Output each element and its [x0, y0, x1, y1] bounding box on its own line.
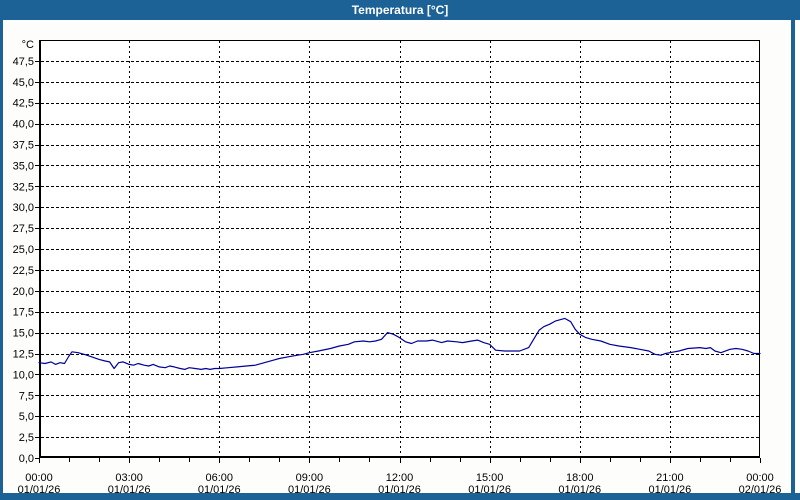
y-axis-label: 45,0 — [13, 77, 34, 89]
x-axis-time-label: 09:00 — [296, 472, 324, 484]
chart-content-area: 0,0 2,5 5,0 7,5 10,0 12,5 15,0 17,5 20,0 22,5 25,0… — [0, 20, 800, 500]
temperature-series-line — [38, 317, 761, 370]
x-axis-time-label: 12:00 — [386, 472, 414, 484]
window-border-left — [0, 20, 3, 493]
x-axis-time-label: 03:00 — [115, 472, 143, 484]
window-titlebar: Temperatura [°C] — [0, 0, 800, 20]
x-axis-time-label: 18:00 — [566, 472, 594, 484]
y-axis-label: 17,5 — [13, 307, 34, 319]
y-axis-label: 40,0 — [13, 119, 34, 131]
x-axis-time-label: 00:00 — [25, 472, 53, 484]
window-border-bottom — [0, 493, 800, 500]
y-axis-label: 12,5 — [13, 349, 34, 361]
y-axis-label: 42,5 — [13, 98, 34, 110]
y-axis-label: 7,5 — [19, 390, 34, 402]
y-axis-label: 25,0 — [13, 244, 34, 256]
x-axis-time-label: 21:00 — [656, 472, 684, 484]
y-axis-label: 0,0 — [19, 453, 34, 465]
window-title: Temperatura [°C] — [351, 3, 449, 17]
window-border-right — [791, 20, 795, 493]
y-axis-label: 35,0 — [13, 160, 34, 172]
y-axis-label: 2,5 — [19, 432, 34, 444]
y-axis-label: 37,5 — [13, 140, 34, 152]
plot-area — [39, 40, 760, 458]
y-axis-label: 32,5 — [13, 181, 34, 193]
y-axis-label: 22,5 — [13, 265, 34, 277]
x-axis-time-label: 15:00 — [476, 472, 504, 484]
y-axis-label: 5,0 — [19, 411, 34, 423]
y-axis-label: 27,5 — [13, 223, 34, 235]
y-axis-label: 30,0 — [13, 202, 34, 214]
x-axis-time-label: 06:00 — [205, 472, 233, 484]
y-axis-unit-label: °C — [22, 39, 34, 51]
y-axis-label: 20,0 — [13, 286, 34, 298]
temperature-chart: 0,0 2,5 5,0 7,5 10,0 12,5 15,0 17,5 20,0 22,5 25,0… — [13, 39, 782, 496]
y-axis-label: 10,0 — [13, 369, 34, 381]
y-axis-label: 15,0 — [13, 328, 34, 340]
x-axis-time-label: 00:00 — [746, 472, 774, 484]
y-axis-label: 47,5 — [13, 56, 34, 68]
